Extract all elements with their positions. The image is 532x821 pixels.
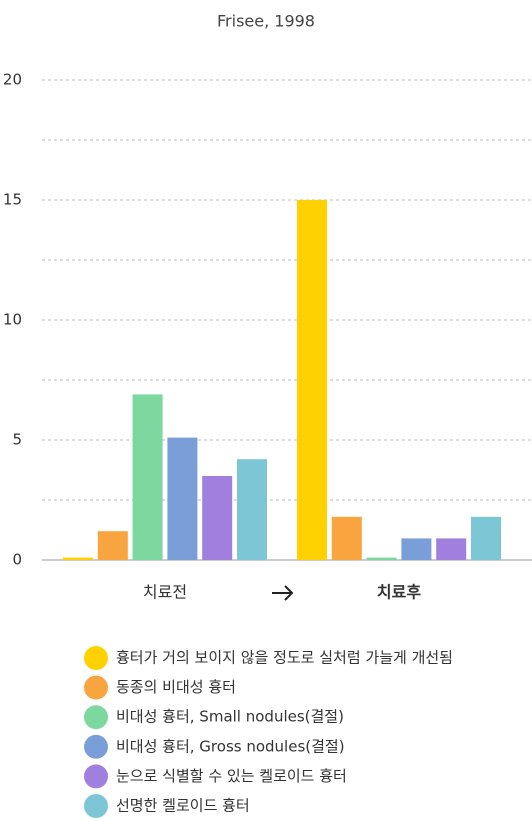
arrow [272,585,294,601]
bar [167,437,198,560]
chart-title: Frisee, 1998 [217,12,315,31]
legend-swatch [84,734,108,759]
bar [331,516,362,560]
legend-label: 비대성 흉터, Gross nodules(결절) [116,737,345,755]
legend-swatch [84,646,108,670]
bar [471,516,501,560]
legend-swatch [84,794,108,818]
bar [202,476,233,560]
x-tick-label: 치료후 [377,583,421,602]
bar [401,538,432,560]
x-tick-label: 치료전 [143,583,187,602]
legend-label: 눈으로 식별할 수 있는 켈로이드 흉터 [116,767,347,785]
y-tick-label: 0 [12,551,22,569]
bar [132,394,163,560]
legend-swatch [84,705,108,730]
bar [63,557,93,560]
bar [237,459,267,560]
legend-label: 비대성 흉터, Small nodules(결절) [116,708,344,726]
legend-label: 흉터가 거의 보이지 않을 정도로 실처럼 가늘게 개선됨 [116,649,453,667]
y-tick-label: 20 [3,71,22,89]
y-tick-label: 15 [3,191,22,209]
bar [297,200,327,560]
legend-label: 동종의 비대성 흉터 [116,678,236,696]
bar [97,531,128,560]
legend-swatch [84,764,108,789]
y-tick-label: 5 [12,431,22,449]
y-tick-label: 10 [3,311,22,329]
legend-swatch [84,675,108,700]
bar [436,538,467,560]
bar [366,557,397,560]
legend-label: 선명한 켈로이드 흉터 [116,797,250,815]
